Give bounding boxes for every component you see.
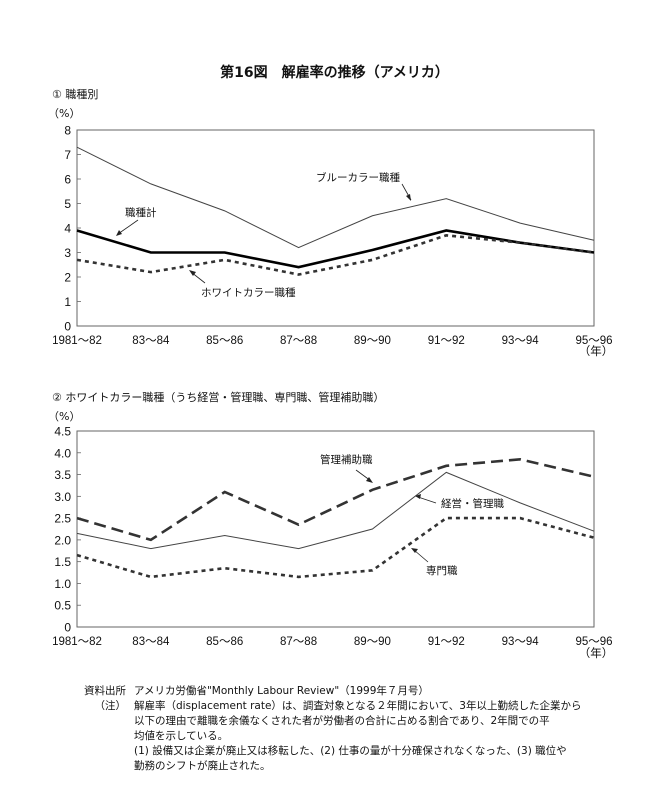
arrow-managerial	[417, 496, 437, 504]
label-professional: 専門職	[426, 565, 458, 577]
note-body: 解雇率（displacement rate）は、調査対象となる２年間において、3…	[134, 699, 604, 774]
y-tick-label: 0	[64, 621, 71, 635]
arrowhead-icon	[415, 494, 421, 499]
note-line: (1) 設備又は企業が廃止又は移転した、(2) 仕事の量が十分確保されなくなった…	[134, 745, 567, 757]
arrowhead-icon	[189, 270, 196, 276]
y-tick-label: 1	[64, 295, 71, 309]
y-tick-label: 5	[64, 197, 71, 211]
y-tick-label: 8	[64, 124, 71, 138]
plot-frame	[76, 129, 595, 327]
x-tick-label: 93～94	[502, 636, 540, 648]
x-tick-label: 87～88	[280, 636, 317, 648]
x-tick-label: 85～86	[206, 636, 243, 648]
series-line-2-3	[76, 516, 595, 579]
y-tick-label: 3.5	[54, 468, 71, 482]
panel2-heading: ② ホワイトカラー職種（うち経営・管理職、専門職、管理補助職）	[52, 391, 385, 404]
source-text: アメリカ労働省"Monthly Labour Review"（1999年７月号）	[134, 685, 429, 697]
x-tick-label: 85～86	[206, 335, 243, 347]
y-tick-label: 2.0	[54, 533, 71, 547]
x-tick-label: 1981～82	[52, 636, 102, 648]
y-tick-label: 3.0	[54, 490, 71, 504]
label-clerical: 管理補助職	[320, 453, 373, 466]
y-tick-label: 4.0	[54, 446, 71, 460]
chart-white-collar: 0 0.5 1.0 1.5 2.0 2.5 3.0 3.5 4.0 4.5 1981～82 83～84…	[52, 425, 612, 649]
y-tick-label: 3	[64, 246, 71, 260]
series-line-1-1	[76, 146, 595, 249]
notes: 資料出所 アメリカ労働省"Monthly Labour Review"（1999…	[80, 684, 604, 774]
chart-occupation: 0 1 2 3 4 5 6 7 8 1981～82 83～84 85～86 87～88 89～90 91～9…	[52, 124, 612, 348]
note-line: 以下の理由で離職を余儀なくされた者が労働者の合計に占める割合であり、2年間での平	[134, 715, 550, 727]
arrow-professional	[413, 549, 429, 563]
x-tick-label: 89～90	[354, 636, 391, 648]
x-tick-label: 87～88	[280, 335, 317, 347]
y-tick-label: 2	[64, 271, 71, 285]
y-tick-label: 2.5	[54, 512, 71, 526]
y-tick-label: 0.5	[54, 599, 71, 613]
note-line: 勤務のシフトが廃止された。	[134, 760, 271, 772]
y-tick-label: 0	[64, 320, 71, 334]
label-white-collar: ホワイトカラー職種	[201, 286, 296, 299]
y-tick-label: 1.0	[54, 577, 71, 591]
figure-title: 第16図 解雇率の推移（アメリカ）	[220, 65, 449, 81]
year-unit-1: （年）	[579, 344, 614, 358]
annotations: ブルーカラー職種 職種計 ホワイトカラー職種 管理補助職 経営・管理職 専門職 …	[116, 171, 613, 660]
x-tick-label: 95～96	[575, 335, 612, 347]
panel1-unit: （%）	[48, 107, 81, 120]
label-total: 職種計	[125, 206, 157, 219]
x-tick-label: 91～92	[428, 636, 465, 648]
series-line-1-3	[76, 234, 595, 276]
series-line-2-2	[76, 471, 595, 550]
arrowhead-icon	[116, 230, 122, 236]
x-tick-label: 95～96	[575, 636, 612, 648]
label-blue-collar: ブルーカラー職種	[316, 171, 400, 184]
arrow-total	[117, 219, 139, 235]
series-line-2-1	[76, 457, 595, 542]
y-tick-label: 4.5	[54, 425, 71, 439]
label-managerial: 経営・管理職	[441, 497, 504, 510]
year-unit-2: （年）	[579, 646, 614, 660]
arrowhead-icon	[366, 477, 373, 483]
x-tick-label: 91～92	[428, 335, 465, 347]
arrowhead-icon	[406, 194, 411, 201]
x-tick-label: 89～90	[354, 335, 391, 347]
x-tick-label: 83～84	[132, 636, 170, 648]
charts-svg: 0 1 2 3 4 5 6 7 8 1981～82 83～84 85～86 87～88 89～90 91～9…	[52, 124, 613, 661]
source-key: 資料出所	[84, 685, 126, 697]
plot-frame	[76, 430, 595, 628]
note-key: （注）	[94, 700, 127, 712]
note-line: 解雇率（displacement rate）は、調査対象となる２年間において、3…	[134, 700, 582, 712]
y-tick-label: 1.5	[54, 555, 71, 569]
y-tick-label: 6	[64, 173, 71, 187]
arrowhead-icon	[411, 548, 418, 553]
x-tick-label: 1981～82	[52, 335, 102, 347]
panel2-unit: （%）	[48, 410, 81, 423]
x-tick-label: 83～84	[132, 335, 170, 347]
series-line-1-2	[76, 229, 595, 269]
y-tick-label: 7	[64, 148, 71, 162]
panel1-heading: ① 職種別	[52, 88, 99, 101]
x-tick-label: 93～94	[502, 335, 540, 347]
y-tick-label: 4	[64, 222, 71, 236]
note-line: 均値を示している。	[134, 730, 229, 742]
